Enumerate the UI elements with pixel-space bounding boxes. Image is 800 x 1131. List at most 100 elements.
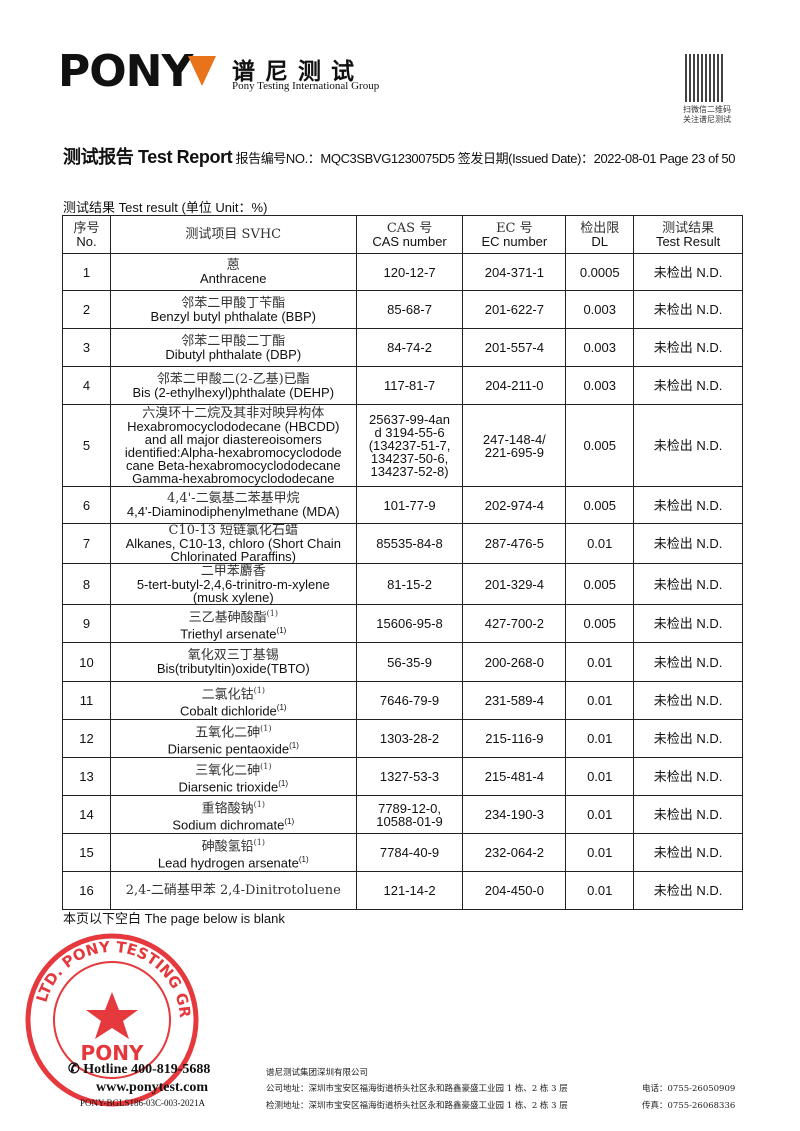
row-number: 4 <box>62 366 111 405</box>
dl-text: 0.01 <box>587 693 613 708</box>
row-number-text: 2 <box>82 302 91 317</box>
cas-number: 25637-99-4an d 3194-55-6 (134237-51-7, 1342… <box>355 404 464 487</box>
test-result: 未检出 N.D. <box>633 328 743 367</box>
substance-name: 4,4'-二氨基二苯基甲烷 4,4'-Diaminodiphenylmethane… <box>109 486 357 524</box>
ec-number: 204-450-0 <box>462 871 567 910</box>
test-result: 未检出 N.D. <box>633 290 743 329</box>
result-text: 未检出 N.D. <box>653 378 723 393</box>
pony-logo: PONY <box>58 50 217 94</box>
ec-number: 202-974-4 <box>462 486 567 524</box>
cas-line: 1327-53-3 <box>379 769 440 784</box>
header-line: 测试项目 SVHC <box>185 227 282 242</box>
footnote-marker: (1) <box>260 761 272 771</box>
website-link[interactable]: www.ponytest.com <box>96 1080 208 1095</box>
row-number-text: 3 <box>82 340 91 355</box>
name-text: Bis (2-ethylhexyl)phthalate (DEHP) <box>132 384 335 400</box>
footnote-marker: (1) <box>253 685 265 695</box>
ec-line: 202-974-4 <box>484 497 544 513</box>
substance-name-line: Bis(tributyltin)oxide(TBTO) <box>113 662 354 675</box>
dl-text: 0.005 <box>583 616 616 631</box>
cas-line: 84-74-2 <box>387 340 432 355</box>
row-number: 15 <box>62 833 111 872</box>
row-number: 12 <box>62 719 111 758</box>
name-text: Triethyl arsenate <box>180 626 277 642</box>
ec-line: 221-695-9 <box>484 444 544 460</box>
dl-text: 0.0005 <box>579 264 620 280</box>
logo-triangle-icon <box>188 56 217 86</box>
table-row: 1 蒽 Anthracene 120-12-7 204-371-1 0.0005 未检出 N… <box>62 253 743 291</box>
header-line: No. <box>76 233 97 249</box>
table-row: 5 六溴环十二烷及其非对映异构体 Hexabromocyclododecane (H… <box>62 404 743 487</box>
substance-name: 三乙基砷酸酯(1) Triethyl arsenate(1) <box>109 604 357 643</box>
ec-number: 215-116-9 <box>462 719 567 758</box>
name-text: 邻苯二甲酸丁苄酯 <box>181 295 286 311</box>
substance-name-line: 二氯化钴(1) <box>113 684 354 701</box>
substance-name-line: 氧化双三丁基锡 <box>113 649 354 662</box>
detection-limit: 0.01 <box>565 757 635 796</box>
form-code: PONY-BGLS186-03C-003-2021A <box>80 1098 206 1108</box>
ec-line: 231-589-4 <box>484 693 544 708</box>
ec-line: 215-116-9 <box>485 731 544 746</box>
cas-number: 56-35-9 <box>355 642 464 682</box>
row-number-text: 10 <box>79 654 94 670</box>
substance-name: 六溴环十二烷及其非对映异构体 Hexabromocyclododecane (HB… <box>109 404 357 487</box>
header-line: 测试结果 <box>662 220 715 236</box>
table-row: 8 二甲苯麝香 5-tert-butyl-2,4,6-trinitro-m-xyle… <box>62 563 743 605</box>
fax: 传真：0755-26068336 <box>642 1101 736 1111</box>
logo-text: PONY <box>58 46 193 97</box>
substance-name-line: Diarsenic pentaoxide(1) <box>113 739 354 755</box>
name-text: 砷酸氢铅 <box>201 839 254 854</box>
name-text: 蒽 <box>226 258 240 273</box>
substance-name-line: and all major diastereoisomers <box>113 433 354 446</box>
cas-line: 85535-84-8 <box>376 536 443 551</box>
substance-name: 氧化双三丁基锡 Bis(tributyltin)oxide(TBTO) <box>109 642 357 682</box>
substance-name-line: 邻苯二甲酸二丁酯 <box>113 335 354 348</box>
substance-name-line: 二甲苯麝香 <box>113 565 354 578</box>
substance-name-line: Diarsenic trioxide(1) <box>113 777 354 793</box>
ec-number: 287-476-5 <box>462 523 567 564</box>
substance-name: 三氧化二砷(1) Diarsenic trioxide(1) <box>109 757 357 796</box>
row-number: 11 <box>62 681 111 720</box>
result-text: 未检出 N.D. <box>653 576 723 592</box>
substance-name-line: 邻苯二甲酸丁苄酯 <box>113 297 354 310</box>
result-text: 未检出 N.D. <box>653 497 723 513</box>
substance-name-line: identified:Alpha-hexabromocyclodode <box>113 446 354 459</box>
test-result: 未检出 N.D. <box>633 523 743 564</box>
result-text: 未检出 N.D. <box>653 654 723 670</box>
row-number-text: 16 <box>79 883 94 898</box>
substance-name-line: Benzyl butyl phthalate (BBP) <box>113 310 354 323</box>
ec-line: 215-481-4 <box>484 769 544 784</box>
cas-number: 7646-79-9 <box>355 681 464 720</box>
qr-code-icon <box>685 54 723 102</box>
footnote-marker: (1) <box>298 855 309 864</box>
brand-name-cn: 谱尼测试 <box>232 58 364 85</box>
ec-line: 201-329-4 <box>484 576 544 592</box>
substance-name: 蒽 Anthracene <box>109 253 357 291</box>
ec-number: 234-190-3 <box>462 795 567 834</box>
name-text: 4,4'-Diaminodiphenylmethane (MDA) <box>126 504 340 519</box>
header-line: 序号 <box>73 220 100 236</box>
name-text: identified:Alpha-hexabromocyclodode <box>124 444 342 460</box>
test-result: 未检出 N.D. <box>633 563 743 605</box>
test-result: 未检出 N.D. <box>633 642 743 682</box>
substance-name-line: 4,4'-二氨基二苯基甲烷 <box>113 492 354 505</box>
row-number: 1 <box>62 253 111 291</box>
detection-limit: 0.01 <box>565 871 635 910</box>
name-text: Chlorinated Paraffins) <box>170 549 297 564</box>
ec-number: 232-064-2 <box>462 833 567 872</box>
cas-number: 81-15-2 <box>355 563 464 605</box>
substance-name-line: Cobalt dichloride(1) <box>113 701 354 717</box>
test-result: 未检出 N.D. <box>633 681 743 720</box>
substance-name-line: 砷酸氢铅(1) <box>113 836 354 853</box>
row-number-text: 6 <box>82 497 91 513</box>
detection-limit: 0.0005 <box>565 253 635 291</box>
result-text: 未检出 N.D. <box>653 769 723 784</box>
cas-line: 120-12-7 <box>383 264 436 280</box>
name-text: Bis(tributyltin)oxide(TBTO) <box>156 661 310 676</box>
name-text: 三乙基砷酸酯 <box>188 610 267 625</box>
name-text: Sodium dichromate <box>172 817 285 833</box>
footnote-marker: (1) <box>266 608 278 618</box>
substance-name-line: 2,4-二硝基甲苯 2,4-Dinitrotoluene <box>113 884 354 897</box>
result-text: 未检出 N.D. <box>653 264 723 280</box>
table-row: 15 砷酸氢铅(1) Lead hydrogen arsenate(1) 7784-4… <box>62 833 743 872</box>
